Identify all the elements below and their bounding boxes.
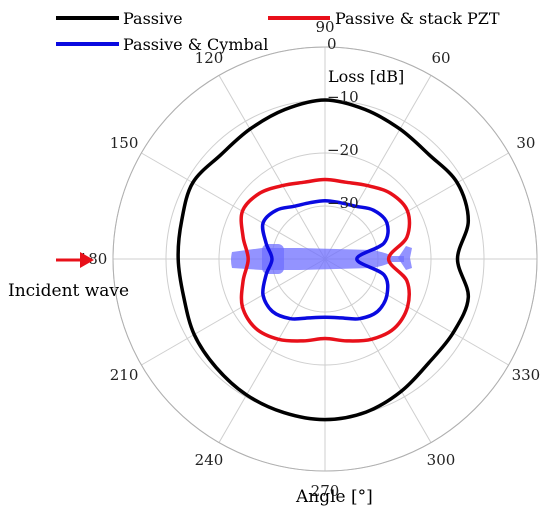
radial-tick-label-20: −20 (327, 141, 359, 159)
radial-axis-label: Loss [dB] (328, 67, 404, 86)
vehicle-tail (398, 246, 412, 270)
series-layer (176, 98, 471, 422)
angle-tick-label-210: 210 (110, 366, 139, 384)
angle-tick-label-240: 240 (195, 451, 224, 469)
vehicle-silhouette (231, 244, 412, 274)
grid-circle-20 (218, 152, 432, 366)
grid-outer-circle (112, 46, 538, 472)
series-line-passive (176, 98, 471, 422)
legend-label-cymbal: Passive & Cymbal (123, 35, 268, 54)
radial-tick-label-0: 0 (327, 35, 337, 53)
angle-tick-label-150: 150 (110, 134, 139, 152)
angle-tick-label-60: 60 (431, 49, 450, 67)
series-line-passive-cymbal (260, 198, 390, 321)
angle-tick-label-270: 270 (311, 482, 340, 500)
vehicle-body (231, 248, 404, 270)
angle-tick-label-90: 90 (315, 18, 334, 36)
incident-arrow-head (80, 252, 94, 268)
legend: Passive Passive & stack PZT Passive & Cy… (56, 9, 500, 54)
radial-tick-label-10: −10 (327, 88, 359, 106)
radial-tick-label-30: −30 (327, 194, 359, 212)
angle-tick-label-330: 330 (512, 366, 541, 384)
series-line-passive-stack-pzt (239, 177, 412, 343)
angle-tick-label-30: 30 (516, 134, 535, 152)
incident-wave-label: Incident wave (8, 281, 129, 301)
legend-label-stack-pzt: Passive & stack PZT (335, 9, 500, 28)
angle-axis-label: Angle [°] (295, 487, 373, 507)
angle-tick-label-120: 120 (195, 49, 224, 67)
tick-labels: 03060901201501802102402703003300−10−20−3… (79, 18, 541, 500)
angle-tick-label-300: 300 (427, 451, 456, 469)
incident-wave-annotation: Incident wave (8, 252, 129, 301)
legend-label-passive: Passive (123, 9, 183, 28)
polar-grid (112, 46, 538, 472)
